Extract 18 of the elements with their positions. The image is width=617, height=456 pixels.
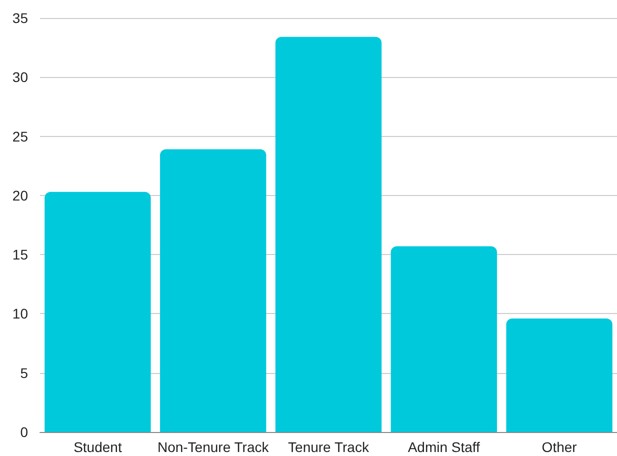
y-tick-label: 0	[20, 424, 28, 440]
y-tick-label: 10	[12, 306, 28, 322]
x-tick-label: Student	[74, 439, 122, 455]
x-tick-label: Other	[542, 439, 578, 455]
y-tick-label: 5	[20, 364, 28, 381]
x-tick-label: Tenure Track	[288, 439, 370, 455]
bar	[160, 149, 266, 432]
bar	[506, 318, 612, 432]
y-tick-label: 20	[12, 187, 28, 204]
y-tick-label: 15	[12, 246, 28, 263]
y-tick-label: 30	[12, 69, 28, 86]
x-tick-label: Admin Staff	[408, 439, 480, 455]
bar	[275, 36, 382, 432]
bar	[390, 246, 497, 432]
x-tick-label: Non-Tenure Track	[157, 439, 270, 455]
y-tick-label: 35	[12, 10, 28, 26]
y-tick-label: 25	[12, 128, 28, 144]
bar	[44, 192, 151, 432]
